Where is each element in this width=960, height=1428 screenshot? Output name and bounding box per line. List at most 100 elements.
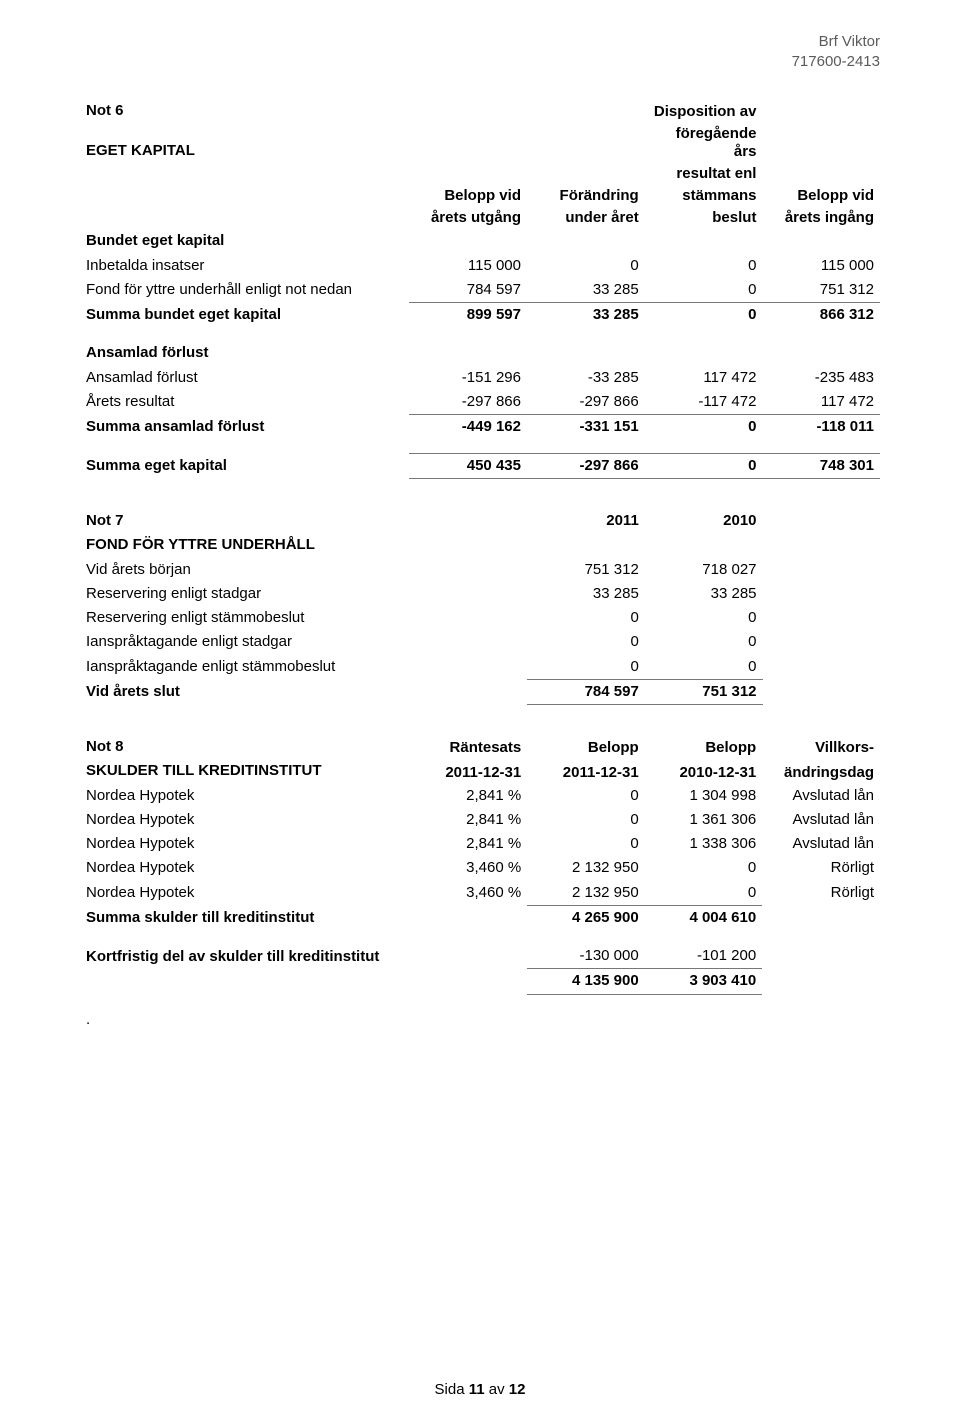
total-label: Summa eget kapital [80, 453, 409, 478]
note6-col3-head-l1: Disposition av [645, 99, 763, 123]
row-label: Nordea Hypotek [80, 808, 410, 832]
sum-value: -118 011 [762, 415, 880, 440]
row-value: Rörligt [762, 881, 880, 906]
table-row: Kortfristig del av skulder till kreditin… [80, 944, 880, 969]
row-value: 3,460 % [410, 881, 528, 906]
row-value: 0 [645, 630, 763, 654]
sum-label: Vid årets slut [80, 679, 410, 704]
row-value: -130 000 [527, 944, 644, 969]
note6-section1-label: Bundet eget kapital [80, 229, 409, 253]
document-header: Brf Viktor 717600-2413 [80, 32, 880, 71]
note7-year2: 2010 [645, 509, 763, 533]
trailing-dot: . [80, 1008, 410, 1032]
row-value: -235 483 [762, 366, 880, 390]
sum-label: Summa ansamlad förlust [80, 415, 409, 440]
note6-col1-head-l1: Belopp vid [409, 185, 527, 207]
note6-col1-head-l2: årets utgång [409, 207, 527, 229]
note6-col3-head-l2: föregående års [645, 123, 763, 163]
footer-mid: av [485, 1381, 509, 1398]
note8-col4-head-l2: ändringsdag [762, 759, 880, 783]
note8-col1-head-l2: 2011-12-31 [410, 759, 528, 783]
row-value: Avslutad lån [762, 784, 880, 808]
table-row: Nordea Hypotek 3,460 % 2 132 950 0 Rörli… [80, 856, 880, 880]
row-value: 0 [527, 808, 644, 832]
row-value: 2 132 950 [527, 856, 644, 880]
note8-col3-head-l1: Belopp [645, 735, 762, 759]
row-value: 1 361 306 [645, 808, 762, 832]
row-label: Ansamlad förlust [80, 366, 409, 390]
sum-value: 866 312 [762, 303, 880, 328]
row-value: 115 000 [762, 254, 880, 278]
row-value: Rörligt [762, 856, 880, 880]
row-value: -151 296 [409, 366, 527, 390]
row-value: 751 312 [527, 558, 645, 582]
total-value: 748 301 [762, 453, 880, 478]
row-value: 751 312 [762, 278, 880, 303]
table-row: Nordea Hypotek 3,460 % 2 132 950 0 Rörli… [80, 881, 880, 906]
row-value: Avslutad lån [762, 832, 880, 856]
note8-col2-head-l1: Belopp [527, 735, 644, 759]
row-value: 0 [645, 254, 763, 278]
total-value: -297 866 [527, 453, 645, 478]
table-row: Nordea Hypotek 2,841 % 0 1 361 306 Avslu… [80, 808, 880, 832]
company-name: Brf Viktor [80, 32, 880, 52]
row-label: Nordea Hypotek [80, 881, 410, 906]
row-value: 0 [527, 630, 645, 654]
total-value: 450 435 [409, 453, 527, 478]
row-label: Inbetalda insatser [80, 254, 409, 278]
row-value: 0 [645, 278, 763, 303]
table-row: Ianspråktagande enligt stadgar 0 0 [80, 630, 880, 654]
net-value: 4 135 900 [527, 969, 644, 994]
row-label: Kortfristig del av skulder till kreditin… [80, 944, 410, 969]
table-row: Nordea Hypotek 2,841 % 0 1 338 306 Avslu… [80, 832, 880, 856]
row-label: Nordea Hypotek [80, 832, 410, 856]
sum-value: 0 [645, 415, 763, 440]
row-label: Ianspråktagande enligt stämmobeslut [80, 655, 410, 680]
row-value: 2,841 % [410, 808, 528, 832]
footer-prefix: Sida [435, 1381, 469, 1398]
row-value: 784 597 [409, 278, 527, 303]
row-value: 0 [527, 606, 645, 630]
row-label: Nordea Hypotek [80, 784, 410, 808]
row-label: Vid årets början [80, 558, 410, 582]
note6-col4-head-l2: årets ingång [762, 207, 880, 229]
row-label: Reservering enligt stadgar [80, 582, 410, 606]
row-value: Avslutad lån [762, 808, 880, 832]
table-row: Vid årets början 751 312 718 027 [80, 558, 880, 582]
row-value: 0 [527, 254, 645, 278]
row-value: -101 200 [645, 944, 762, 969]
table-row-sum: Summa bundet eget kapital 899 597 33 285… [80, 303, 880, 328]
table-row: Ianspråktagande enligt stämmobeslut 0 0 [80, 655, 880, 680]
note7-year1: 2011 [527, 509, 645, 533]
row-value: 2 132 950 [527, 881, 644, 906]
sum-value: 4 265 900 [527, 905, 644, 930]
row-label: Fond för yttre underhåll enligt not neda… [80, 278, 409, 303]
sum-value: 33 285 [527, 303, 645, 328]
row-value: 117 472 [762, 390, 880, 415]
row-value: 0 [645, 606, 763, 630]
note8-col1-head-l1: Räntesats [410, 735, 528, 759]
table-row: Ansamlad förlust -151 296 -33 285 117 47… [80, 366, 880, 390]
row-value: 1 304 998 [645, 784, 762, 808]
note8-table: Not 8 Räntesats Belopp Belopp Villkors- … [80, 735, 880, 1032]
row-value: -33 285 [527, 366, 645, 390]
row-label: Ianspråktagande enligt stadgar [80, 630, 410, 654]
table-row-sum: Summa ansamlad förlust -449 162 -331 151… [80, 415, 880, 440]
table-row: Reservering enligt stämmobeslut 0 0 [80, 606, 880, 630]
table-row: Årets resultat -297 866 -297 866 -117 47… [80, 390, 880, 415]
row-value: 718 027 [645, 558, 763, 582]
sum-label: Summa skulder till kreditinstitut [80, 905, 410, 930]
row-value: 2,841 % [410, 784, 528, 808]
row-label: Reservering enligt stämmobeslut [80, 606, 410, 630]
table-row-net: 4 135 900 3 903 410 [80, 969, 880, 994]
row-label: Årets resultat [80, 390, 409, 415]
row-value: 2,841 % [410, 832, 528, 856]
org-number: 717600-2413 [80, 52, 880, 72]
note6-title-line2: EGET KAPITAL [80, 123, 409, 163]
note6-section2-label: Ansamlad förlust [80, 341, 409, 365]
row-value: 0 [527, 832, 644, 856]
note6-col3-head-l5: beslut [645, 207, 763, 229]
note6-col4-head-l1: Belopp vid [762, 185, 880, 207]
row-value: 33 285 [527, 278, 645, 303]
row-value: 115 000 [409, 254, 527, 278]
